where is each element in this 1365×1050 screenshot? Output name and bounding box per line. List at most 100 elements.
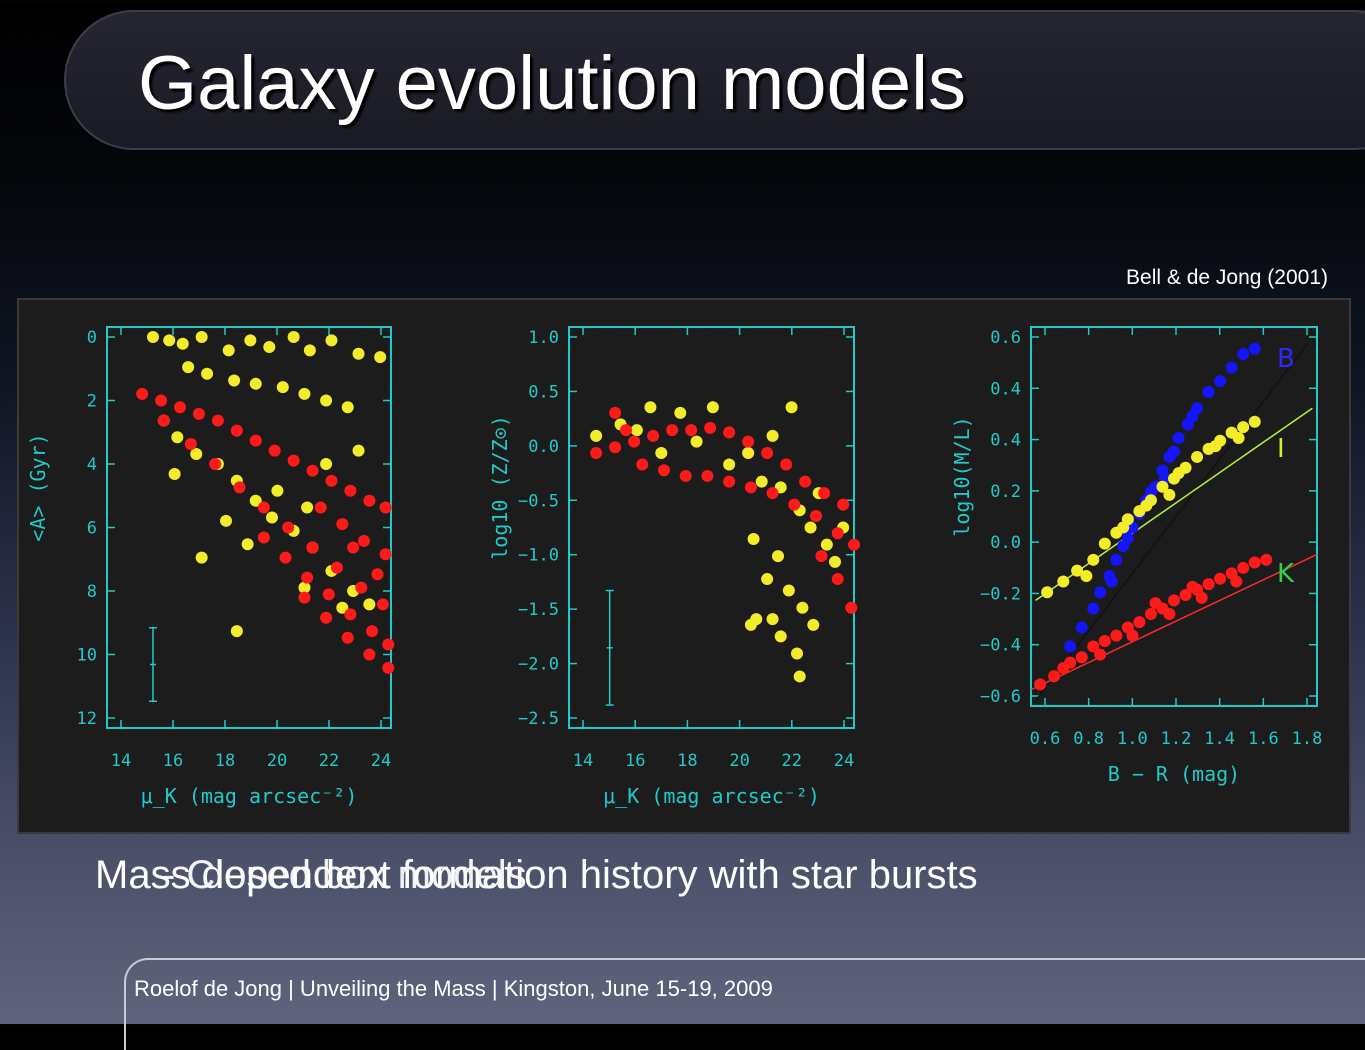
data-point-yellow xyxy=(785,401,798,414)
data-point-yellow xyxy=(761,573,774,586)
x-tick-label: 16 xyxy=(163,751,183,771)
y-tick-label: −2.5 xyxy=(518,709,559,729)
data-point-red xyxy=(742,435,755,448)
y-tick-label: 2 xyxy=(87,392,97,412)
data-point-blue xyxy=(1075,621,1088,634)
data-point-yellow xyxy=(195,331,208,344)
data-point-yellow xyxy=(263,341,276,354)
data-point-red xyxy=(1149,597,1162,610)
data-point-yellow xyxy=(772,550,784,563)
fit-line-B xyxy=(1035,342,1309,702)
y-tick-label: 4 xyxy=(87,455,97,475)
footer-frame xyxy=(124,958,1365,1050)
band-label-K: K xyxy=(1277,559,1295,589)
data-point-yellow xyxy=(1232,431,1245,444)
data-point-blue xyxy=(1225,361,1238,374)
y-tick-label: −0.4 xyxy=(980,636,1021,656)
data-point-red xyxy=(249,434,262,447)
data-point-yellow xyxy=(336,601,349,614)
data-point-red xyxy=(1186,580,1199,593)
x-tick-label: 16 xyxy=(625,751,645,771)
data-point-red xyxy=(701,469,714,482)
data-point-yellow xyxy=(590,429,603,442)
data-point-red xyxy=(1048,670,1061,683)
data-point-red xyxy=(636,458,649,471)
data-point-yellow xyxy=(222,344,235,357)
band-label-B: B xyxy=(1277,344,1295,374)
y-tick-label: 6 xyxy=(87,519,97,539)
y-tick-label: 8 xyxy=(87,582,97,602)
plot-frame-2 xyxy=(568,326,855,729)
x-tick-label: 14 xyxy=(111,751,131,771)
x-tick-label: 1.8 xyxy=(1292,729,1323,749)
data-point-red xyxy=(279,551,292,564)
data-point-yellow xyxy=(1248,415,1261,428)
data-point-yellow xyxy=(298,581,311,594)
data-point-red xyxy=(325,474,338,487)
data-point-red xyxy=(704,421,717,434)
data-point-yellow xyxy=(829,555,841,568)
data-point-yellow xyxy=(220,514,233,527)
data-point-yellow xyxy=(630,424,643,437)
data-point-red xyxy=(1094,648,1107,661)
data-point-red xyxy=(257,501,270,514)
y-tick-label: 0.4 xyxy=(990,379,1021,399)
fit-line-K xyxy=(1030,553,1318,691)
data-point-blue xyxy=(1248,342,1261,355)
data-point-red xyxy=(233,481,246,494)
data-point-red xyxy=(209,458,222,471)
data-point-red xyxy=(1168,594,1180,607)
data-point-red xyxy=(136,387,149,400)
data-point-red xyxy=(647,429,660,442)
y-tick-label: 12 xyxy=(77,709,97,729)
data-point-yellow xyxy=(1117,521,1130,534)
data-point-yellow xyxy=(244,334,257,347)
y-tick-label: −0.2 xyxy=(980,584,1021,604)
x-tick-label: 0.6 xyxy=(1030,729,1061,749)
data-point-red xyxy=(257,531,270,544)
data-point-yellow xyxy=(1163,488,1176,501)
data-point-red xyxy=(341,631,354,644)
data-point-red xyxy=(363,648,376,661)
x-tick-label: 20 xyxy=(729,751,749,771)
data-point-yellow xyxy=(146,331,159,344)
y-axis-label: log10(M/L) xyxy=(950,416,974,536)
data-point-blue xyxy=(1172,431,1185,444)
x-tick-label: 1.4 xyxy=(1204,729,1235,749)
data-point-yellow xyxy=(1191,450,1204,463)
data-point-red xyxy=(1248,556,1261,569)
data-point-red xyxy=(306,464,319,477)
data-point-yellow xyxy=(352,347,365,360)
data-point-red xyxy=(744,481,757,494)
data-point-blue xyxy=(1202,385,1215,398)
slide-title: Galaxy evolution models xyxy=(138,41,966,126)
x-tick-label: 1.0 xyxy=(1117,729,1148,749)
data-point-yellow xyxy=(793,670,806,683)
data-point-yellow xyxy=(1209,440,1222,453)
data-point-yellow xyxy=(1237,421,1250,434)
data-point-red xyxy=(184,437,197,450)
data-point-yellow xyxy=(706,401,719,414)
data-point-red xyxy=(379,501,392,514)
data-point-yellow xyxy=(747,532,760,545)
data-point-red xyxy=(1057,662,1070,675)
data-point-yellow xyxy=(276,381,289,394)
y-tick-label: −1.5 xyxy=(518,600,559,620)
data-point-yellow xyxy=(241,538,254,551)
data-point-red xyxy=(1110,629,1123,642)
data-point-yellow xyxy=(201,367,214,380)
data-point-blue xyxy=(1110,553,1123,566)
data-point-red xyxy=(355,581,368,594)
data-point-yellow xyxy=(1080,570,1093,583)
data-point-red xyxy=(1126,629,1139,642)
data-point-red xyxy=(376,598,389,611)
data-point-red xyxy=(780,458,793,471)
data-point-red xyxy=(1144,607,1157,620)
data-point-yellow xyxy=(774,630,787,643)
data-point-yellow xyxy=(190,447,203,460)
data-point-yellow xyxy=(182,361,195,374)
data-point-yellow xyxy=(265,511,278,524)
y-tick-label: −0.6 xyxy=(980,687,1021,707)
data-point-red xyxy=(157,414,170,427)
